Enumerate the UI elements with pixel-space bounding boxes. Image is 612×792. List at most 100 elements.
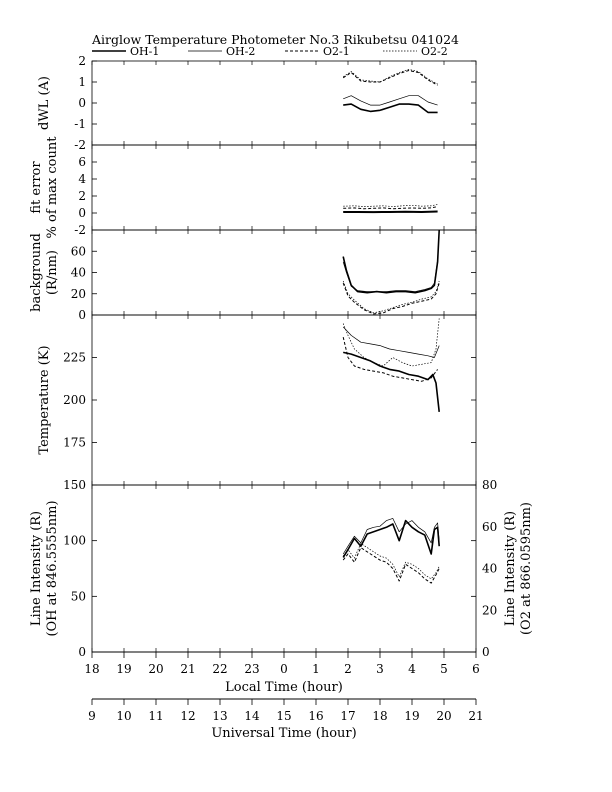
ylabel-dwl-0: dWL (A)	[37, 76, 52, 130]
series-line-line-intensity-o2-1	[342, 547, 440, 584]
ytick-label-right-line-intensity-0: 0	[482, 645, 490, 659]
ytick-label-dwl-2: -2	[74, 138, 86, 152]
ytick-label-fit-error-6: 6	[78, 155, 86, 169]
xlabel-0: Local Time (hour)	[225, 680, 343, 695]
xtick-label-0-1: 1	[312, 662, 320, 676]
xtick-label-1-13: 13	[212, 709, 227, 723]
series-line-line-intensity-o2-2	[342, 543, 440, 580]
xtick-label-0-18: 18	[84, 662, 99, 676]
ytick-label-line-intensity-100: 100	[63, 534, 86, 548]
ytick-label-right-line-intensity-20: 20	[482, 603, 497, 617]
series-line-fit-error-o2-1	[343, 206, 438, 210]
ylabel-temperature-0: Temperature (K)	[37, 345, 52, 454]
panel-frame-fit-error	[91, 144, 477, 231]
series-line-background-oh-2	[342, 229, 440, 292]
ytick-label-fit-error-2: 2	[78, 189, 86, 203]
ylabel-line-intensity-0: Line Intensity (R)	[29, 511, 44, 626]
xtick-label-0-5: 5	[440, 662, 448, 676]
xtick-label-1-16: 16	[308, 709, 323, 723]
xtick-label-0-0: 0	[280, 662, 288, 676]
series-line-background-oh-1	[342, 229, 440, 294]
ytick-label-right-line-intensity-60: 60	[482, 520, 497, 534]
ylabel-right-line-intensity-1: (O2 at 866.0595nm)	[519, 502, 534, 635]
series-line-dwl-oh-2	[343, 95, 438, 106]
series-line-line-intensity-oh-2	[342, 518, 440, 555]
ytick-label-background-20: 20	[71, 287, 86, 301]
ytick-label-temperature-175: 175	[63, 436, 86, 450]
ytick-label-background-60: 60	[71, 244, 86, 258]
ytick-label-fit-error-4: 4	[78, 172, 86, 186]
xtick-label-0-21: 21	[180, 662, 195, 676]
xtick-label-0-22: 22	[212, 662, 227, 676]
ylabel-fit-error-0: fit error	[29, 161, 44, 214]
xtick-label-1-14: 14	[244, 709, 260, 723]
panel-frame-temperature	[91, 314, 477, 486]
xtick-label-1-17: 17	[340, 709, 355, 723]
ytick-label-right-line-intensity-40: 40	[482, 562, 497, 576]
ytick-label-dwl-1: 1	[78, 75, 86, 89]
ylabel-background-1: (R/nm)	[45, 250, 60, 295]
xtick-label-0-6: 6	[472, 662, 480, 676]
ytick-label-line-intensity-50: 50	[71, 589, 86, 603]
series-line-dwl-oh-1	[343, 103, 438, 114]
ylabel-background-0: background	[29, 233, 44, 312]
xtick-label-0-19: 19	[116, 662, 131, 676]
ylabel-right-line-intensity-0: Line Intensity (R)	[503, 511, 518, 626]
xtick-label-1-15: 15	[276, 709, 291, 723]
legend-label-o2-1: O2-1	[323, 45, 350, 58]
series-line-temperature-o2-1	[342, 336, 438, 382]
series-line-background-o2-1	[342, 282, 440, 315]
series-line-dwl-o2-2	[343, 69, 438, 85]
xtick-label-1-9: 9	[88, 709, 96, 723]
xtick-label-1-10: 10	[116, 709, 131, 723]
ytick-label-dwl-0: 0	[78, 96, 86, 110]
ytick-label-dwl-1: -1	[74, 117, 86, 131]
series-line-temperature-oh-1	[343, 351, 440, 412]
ytick-label-fit-error-2: -2	[74, 223, 86, 237]
legend-label-oh-2: OH-2	[226, 45, 255, 58]
xtick-label-1-11: 11	[148, 709, 163, 723]
legend-label-oh-1: OH-1	[130, 45, 159, 58]
legend: OH-1 OH-2 O2-1 O2-2	[92, 45, 448, 58]
xtick-label-0-3: 3	[376, 662, 384, 676]
xtick-label-1-18: 18	[372, 709, 387, 723]
xtick-label-0-20: 20	[148, 662, 163, 676]
xtick-label-1-20: 20	[436, 709, 451, 723]
ytick-label-dwl-2: 2	[78, 54, 86, 68]
series-line-line-intensity-oh-1	[342, 519, 440, 558]
ylabel-line-intensity-1: (OH at 846.5555nm)	[45, 500, 60, 636]
xtick-label-0-4: 4	[408, 662, 416, 676]
panel-fit-error: -2 0 2 4 6 fit error% of max count	[29, 136, 477, 239]
series-line-fit-error-o2-2	[343, 204, 438, 207]
series-line-dwl-o2-1	[342, 70, 438, 86]
ytick-label-line-intensity-0: 0	[78, 645, 86, 659]
xtick-label-1-21: 21	[468, 709, 483, 723]
ytick-label-temperature-200: 200	[63, 393, 86, 407]
xtick-label-0-23: 23	[244, 662, 259, 676]
x-axis-1: 9 10 11 12 13 14 15 16 17 18 19 20 21 Universal Time …	[88, 698, 484, 741]
series-line-temperature-oh-2	[342, 326, 440, 358]
ytick-label-fit-error-0: 0	[78, 206, 86, 220]
series-line-temperature-o2-2	[342, 318, 440, 367]
xtick-label-1-12: 12	[180, 709, 195, 723]
ytick-label-temperature-225: 225	[63, 351, 86, 365]
series-line-fit-error-oh-1	[343, 210, 438, 214]
ytick-label-right-line-intensity-80: 80	[482, 478, 497, 492]
panel-dwl: -2 -1 0 1 2 dWL (A)	[37, 54, 477, 152]
series-line-fit-error-oh-2	[343, 210, 438, 212]
panel-temperature: 175 200 225 Temperature (K)	[37, 314, 477, 486]
ylabel-fit-error-1: % of max count	[45, 136, 60, 239]
legend-label-o2-2: O2-2	[421, 45, 448, 58]
panel-background: 0 20 40 60 background (R/nm)	[29, 229, 477, 322]
chart-title: Airglow Temperature Photometer No.3 Riku…	[91, 32, 459, 47]
chart-panels: -2 -1 0 1 2 dWL (A) -2 0 2 4 6 fit error% of max co…	[29, 54, 534, 659]
panel-frame-dwl	[91, 60, 477, 146]
ytick-label-background-0: 0	[78, 308, 86, 322]
series-line-background-o2-2	[342, 280, 440, 314]
ytick-label-background-40: 40	[71, 266, 86, 280]
xtick-label-0-2: 2	[344, 662, 352, 676]
